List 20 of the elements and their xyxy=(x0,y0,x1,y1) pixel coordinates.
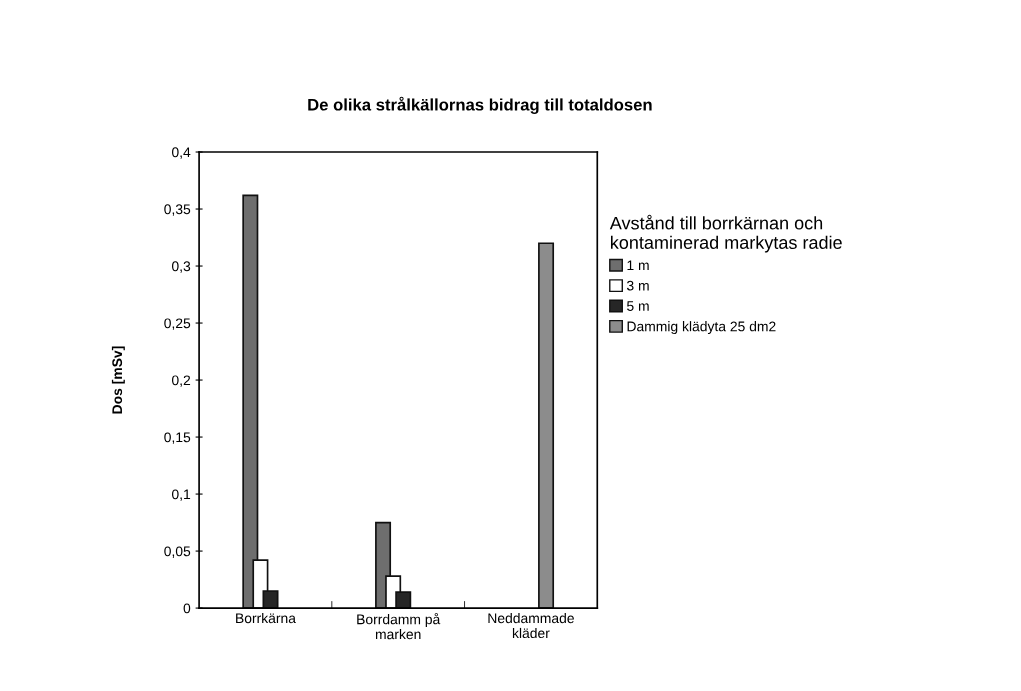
y-tick-label: 0,05 xyxy=(164,546,191,558)
y-tick-label: 0,2 xyxy=(172,375,191,387)
y-tick-label: 0,15 xyxy=(164,432,191,444)
y-tick-label: 0,25 xyxy=(164,318,191,330)
chart-title: De olika strålkällornas bidrag till totaldosen xyxy=(308,96,652,114)
y-tick-label: 0,3 xyxy=(172,261,191,273)
legend-label: 3 m xyxy=(626,280,649,291)
y-axis-title: Dos [mSv] xyxy=(111,346,125,414)
y-tick-label: 0,1 xyxy=(172,489,191,501)
bar xyxy=(538,242,555,609)
y-tick-label: 0,35 xyxy=(164,204,191,216)
x-tick-label: Borrdamm på marken xyxy=(357,612,441,640)
y-tick-label: 0,4 xyxy=(172,147,191,159)
legend-title: Avstånd till borrkärnan och kontaminerad markytas radie xyxy=(609,214,842,253)
x-tick-label: Neddammade kläder xyxy=(488,612,574,639)
x-tick-label: Borrkärna xyxy=(236,612,296,624)
legend-label: Dammig klädyta 25 dm2 xyxy=(627,321,776,335)
legend-label: 1 m xyxy=(627,260,649,271)
y-tick-label: 0 xyxy=(183,603,191,614)
legend-label: 5 m xyxy=(627,301,649,311)
